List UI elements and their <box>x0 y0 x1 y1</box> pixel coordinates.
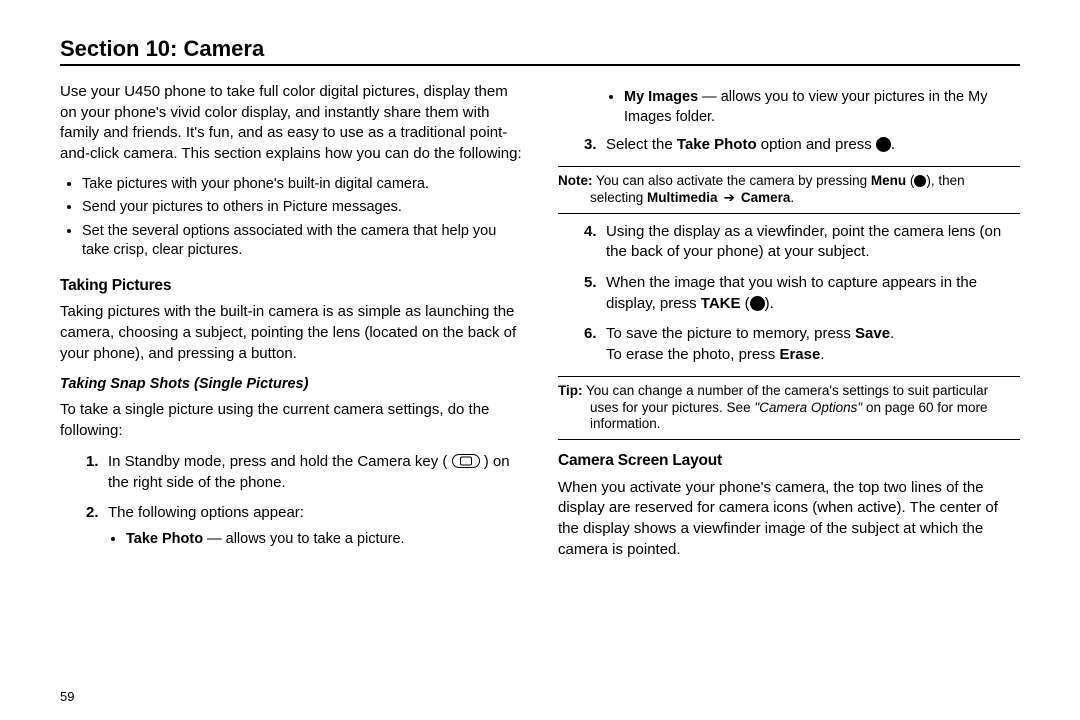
step-number: 1. <box>86 452 99 473</box>
step-6: 6. To save the picture to memory, press … <box>584 324 1020 365</box>
note-top-rule <box>558 166 1020 167</box>
step-text: Select the <box>606 136 677 153</box>
ok-button-icon <box>750 296 765 311</box>
step-text: ). <box>765 295 774 312</box>
left-column: Use your U450 phone to take full color d… <box>60 82 522 570</box>
note-bottom-rule <box>558 213 1020 214</box>
tip-text: on page 60 for more <box>862 400 987 415</box>
title-rule <box>60 64 1020 66</box>
step-text: . <box>890 325 894 342</box>
option-label: Take Photo <box>126 531 203 547</box>
intro-bullets: Take pictures with your phone's built-in… <box>82 175 522 261</box>
camera-key-icon <box>452 454 480 468</box>
step-text: ( <box>741 295 750 312</box>
camera-label: Camera <box>741 190 791 205</box>
ok-button-icon <box>876 137 891 152</box>
taking-pictures-heading: Taking Pictures <box>60 275 522 296</box>
list-item: My Images — allows you to view your pict… <box>624 88 1020 127</box>
intro-paragraph: Use your U450 phone to take full color d… <box>60 82 522 165</box>
note-text: ), then <box>926 173 964 188</box>
step-number: 5. <box>584 273 597 294</box>
menu-label: Menu <box>871 173 906 188</box>
step-5: 5. When the image that you wish to captu… <box>584 273 1020 314</box>
step-number: 6. <box>584 324 597 345</box>
step-text: When the image that you wish to capture … <box>606 274 977 312</box>
note-block: Note: You can also activate the camera b… <box>558 173 1020 207</box>
option-label: Take Photo <box>677 136 757 153</box>
step-text: To save the picture to memory, press <box>606 325 855 342</box>
tip-text: You can change a number of the camera's … <box>583 383 989 398</box>
option-label: My Images <box>624 89 698 105</box>
note-text: ( <box>906 173 914 188</box>
cross-reference: "Camera Options" <box>754 400 862 415</box>
snapshots-intro: To take a single picture using the curre… <box>60 400 522 441</box>
step-number: 4. <box>584 222 597 243</box>
list-item: Set the several options associated with … <box>82 222 522 261</box>
tip-top-rule <box>558 376 1020 377</box>
note-text: . <box>790 190 794 205</box>
right-column: My Images — allows you to view your pict… <box>558 82 1020 570</box>
list-item: Take pictures with your phone's built-in… <box>82 175 522 195</box>
option-desc: — allows you to take a picture. <box>203 531 405 547</box>
step2-bullets-cont: My Images — allows you to view your pict… <box>624 88 1020 127</box>
note-text: selecting <box>590 190 647 205</box>
save-label: Save <box>855 325 890 342</box>
arrow-icon: ➔ <box>718 190 741 205</box>
step-number: 2. <box>86 503 99 524</box>
step-text: . <box>891 136 895 153</box>
tip-text: uses for your pictures. See <box>590 400 754 415</box>
list-item: Take Photo — allows you to take a pictur… <box>126 530 522 550</box>
ok-button-icon <box>914 175 926 187</box>
steps-list-right-a: 3. Select the Take Photo option and pres… <box>584 135 1020 156</box>
step-4: 4. Using the display as a viewfinder, po… <box>584 222 1020 263</box>
step-text: Using the display as a viewfinder, point… <box>606 223 1001 261</box>
step-text: option and press <box>757 136 876 153</box>
camera-layout-heading: Camera Screen Layout <box>558 450 1020 471</box>
camera-layout-para: When you activate your phone's camera, t… <box>558 478 1020 561</box>
section-title: Section 10: Camera <box>60 36 1020 62</box>
page-number: 59 <box>60 689 74 704</box>
step-1: 1. In Standby mode, press and hold the C… <box>86 452 522 493</box>
step-text: The following options appear: <box>108 504 304 521</box>
step-number: 3. <box>584 135 597 156</box>
take-label: TAKE <box>701 295 741 312</box>
step-text: . <box>820 346 824 363</box>
step2-bullets: Take Photo — allows you to take a pictur… <box>126 530 522 550</box>
steps-list-left: 1. In Standby mode, press and hold the C… <box>86 452 522 550</box>
tip-line3: information. <box>590 416 1020 433</box>
note-text: You can also activate the camera by pres… <box>593 173 871 188</box>
step-2: 2. The following options appear: Take Ph… <box>86 503 522 549</box>
step-text: To erase the photo, press <box>606 346 779 363</box>
multimedia-label: Multimedia <box>647 190 718 205</box>
note-line2: selecting Multimedia➔Camera. <box>590 190 1020 207</box>
tip-line2: uses for your pictures. See "Camera Opti… <box>590 400 1020 417</box>
steps-list-right-b: 4. Using the display as a viewfinder, po… <box>584 222 1020 366</box>
two-column-layout: Use your U450 phone to take full color d… <box>60 82 1020 570</box>
erase-label: Erase <box>779 346 820 363</box>
tip-label: Tip: <box>558 383 583 398</box>
tip-block: Tip: You can change a number of the came… <box>558 383 1020 434</box>
tip-bottom-rule <box>558 439 1020 440</box>
step-3: 3. Select the Take Photo option and pres… <box>584 135 1020 156</box>
snapshots-heading: Taking Snap Shots (Single Pictures) <box>60 374 522 394</box>
step-text: In Standby mode, press and hold the Came… <box>108 453 452 470</box>
note-label: Note: <box>558 173 593 188</box>
taking-pictures-para: Taking pictures with the built-in camera… <box>60 302 522 364</box>
list-item: Send your pictures to others in Picture … <box>82 198 522 218</box>
